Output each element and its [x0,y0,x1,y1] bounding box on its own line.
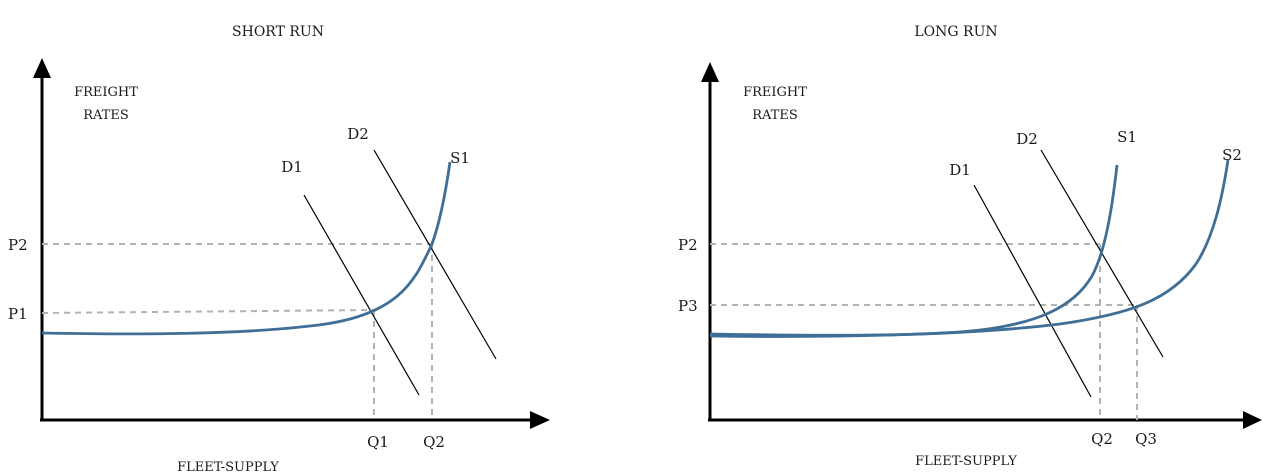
short-run-s1-curve [41,161,452,336]
long-run-y-label-line1: FREIGHT [743,85,807,100]
short-run-p1-label: P1 [8,305,28,323]
long-run-q3-label: Q3 [1135,430,1157,448]
short-run-y-label-line2: RATES [83,108,129,123]
long-run-x-arrow-icon [1243,411,1262,429]
short-run-s1-label: S1 [450,149,470,167]
long-run-p3-label: P3 [678,297,698,315]
long-run-s2-label: S2 [1222,146,1242,164]
long-run-s1-curve [709,164,1119,337]
long-run-y-label-line2: RATES [752,108,798,123]
long-run-q2-label: Q2 [1091,430,1113,448]
short-run-d2-label: D2 [347,125,369,143]
long-run-d1-label: D1 [949,161,971,179]
long-run-title: LONG RUN [914,24,997,40]
short-run-d1-label: D1 [281,158,303,176]
short-run-x-label: FLEET-SUPPLY [177,460,279,475]
short-run-panel: SHORT RUN FREIGHT RATES FLEET-SUPPLY P2 … [8,24,550,475]
short-run-title: SHORT RUN [232,24,324,40]
long-run-d1-line [973,184,1092,398]
short-run-x-arrow-icon [530,411,550,429]
long-run-d2-label: D2 [1016,130,1038,148]
long-run-p2-label: P2 [678,236,698,254]
short-run-y-label-line1: FREIGHT [74,85,138,100]
short-run-q2-label: Q2 [423,433,445,451]
short-run-p1-guide [41,309,375,314]
short-run-y-arrow-icon [33,58,51,78]
long-run-s1-label: S1 [1117,128,1137,146]
short-run-p2-label: P2 [8,236,28,254]
long-run-x-label: FLEET-SUPPLY [915,454,1017,469]
short-run-q1-label: Q1 [367,433,389,451]
short-run-d2-line [373,149,497,360]
long-run-s2-curve [709,159,1230,338]
long-run-panel: LONG RUN FREIGHT RATES FLEET-SUPPLY P2 P… [678,24,1262,469]
long-run-y-arrow-icon [701,62,719,82]
short-run-d1-line [303,194,420,396]
